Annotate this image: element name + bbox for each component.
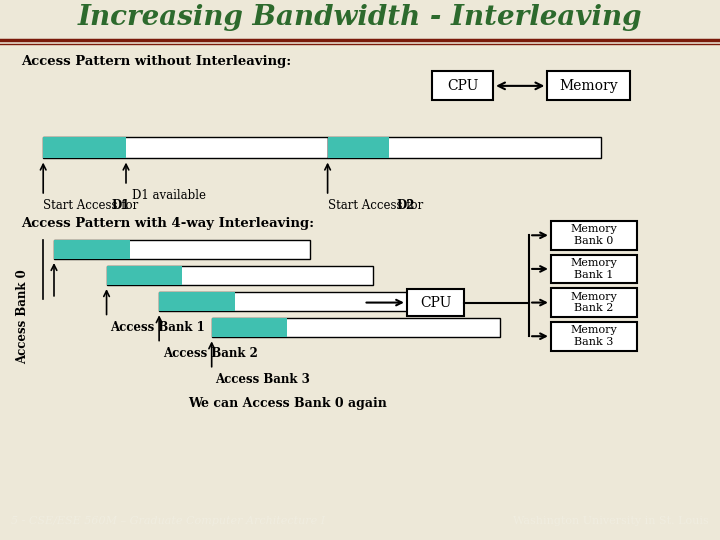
Bar xyxy=(43,137,328,158)
Text: CPU: CPU xyxy=(420,295,451,309)
Bar xyxy=(328,137,601,158)
Text: 5 - CSE/ESE 560M – Graduate Computer Architecture I: 5 - CSE/ESE 560M – Graduate Computer Arc… xyxy=(11,516,325,526)
Text: D1: D1 xyxy=(112,199,130,212)
Text: We can Access Bank 0 again: We can Access Bank 0 again xyxy=(189,397,387,410)
Text: Memory
Bank 1: Memory Bank 1 xyxy=(571,258,617,280)
Bar xyxy=(107,266,373,285)
Bar xyxy=(212,318,287,337)
Bar xyxy=(328,137,389,158)
Text: Access Pattern without Interleaving:: Access Pattern without Interleaving: xyxy=(22,55,292,68)
Text: Start Access for: Start Access for xyxy=(328,199,426,212)
Bar xyxy=(547,71,630,100)
Bar xyxy=(212,318,500,337)
Bar xyxy=(159,292,436,311)
Text: Memory
Bank 3: Memory Bank 3 xyxy=(571,326,617,347)
Text: D2: D2 xyxy=(396,199,415,212)
Bar xyxy=(551,322,637,350)
Bar xyxy=(432,71,493,100)
Bar xyxy=(551,288,637,317)
Bar xyxy=(407,289,464,316)
Text: Memory: Memory xyxy=(559,79,618,93)
Text: Memory
Bank 2: Memory Bank 2 xyxy=(571,292,617,313)
Text: Access Pattern with 4-way Interleaving:: Access Pattern with 4-way Interleaving: xyxy=(22,217,315,230)
Bar xyxy=(551,255,637,284)
Bar xyxy=(43,137,126,158)
Bar xyxy=(54,240,130,259)
Text: D1 available: D1 available xyxy=(132,190,206,202)
Text: Increasing Bandwidth - Interleaving: Increasing Bandwidth - Interleaving xyxy=(78,4,642,31)
Bar xyxy=(107,266,182,285)
Text: Access Bank 0: Access Bank 0 xyxy=(17,269,30,364)
Bar xyxy=(54,240,310,259)
Text: CPU: CPU xyxy=(447,79,478,93)
Text: Access Bank 2: Access Bank 2 xyxy=(163,347,258,360)
Bar xyxy=(551,221,637,249)
Text: Start Access for: Start Access for xyxy=(43,199,142,212)
Text: Washington University in St. Louis: Washington University in St. Louis xyxy=(513,516,709,526)
Text: Access Bank 3: Access Bank 3 xyxy=(215,373,310,386)
Text: Memory
Bank 0: Memory Bank 0 xyxy=(571,225,617,246)
Text: Access Bank 1: Access Bank 1 xyxy=(110,321,205,334)
Bar xyxy=(159,292,235,311)
